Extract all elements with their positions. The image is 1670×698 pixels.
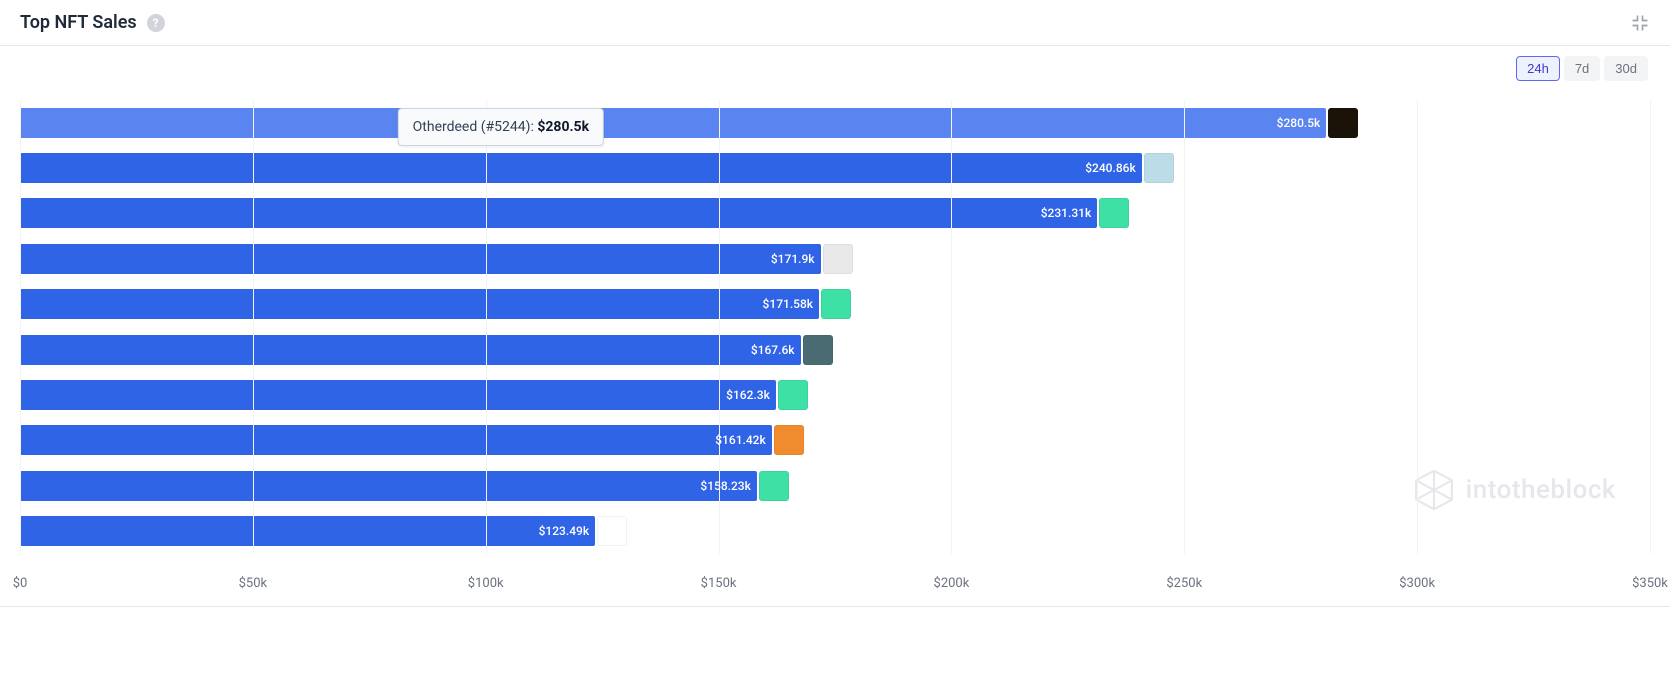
x-axis: $0$50k$100k$150k$200k$250k$300k$350k [20,576,1650,596]
x-axis-tick: $150k [701,576,737,591]
panel-header: Top NFT Sales ? [0,0,1670,46]
x-axis-tick: $200k [934,576,970,591]
bar-row: $161.42k [20,425,1650,455]
tooltip-prefix: Otherdeed (#5244): [413,119,538,135]
bar-value-label: $167.6k [751,343,801,357]
nft-thumbnail[interactable] [778,380,808,410]
bar-row: $280.5k [20,108,1650,138]
time-range-toggle: 24h 7d 30d [1516,56,1648,81]
bar-value-label: $171.58k [763,297,820,311]
bar-value-label: $280.5k [1277,116,1327,130]
nft-thumbnail[interactable] [1144,153,1174,183]
bar-chart: $280.5k $240.86k $231.31k $171.9k $171.58k $1… [20,100,1650,570]
x-axis-tick: $250k [1166,576,1202,591]
nft-thumbnail[interactable] [1328,108,1358,138]
x-axis-tick: $50k [239,576,268,591]
bar-row: $231.31k [20,198,1650,228]
help-icon[interactable]: ? [147,14,165,32]
bar-value-label: $123.49k [539,524,596,538]
nft-thumbnail[interactable] [823,244,853,274]
chart-bar[interactable]: $162.3k [20,380,776,410]
nft-sales-panel: Top NFT Sales ? 24h 7d 30d $280.5k $240.8… [0,0,1670,607]
time-btn-24h[interactable]: 24h [1516,56,1560,81]
chart-bar[interactable]: $231.31k [20,198,1097,228]
x-axis-tick: $350k [1632,576,1668,591]
nft-thumbnail[interactable] [803,335,833,365]
bar-value-label: $162.3k [726,388,776,402]
panel-title-wrap: Top NFT Sales ? [20,12,165,33]
chart-area: 24h 7d 30d $280.5k $240.86k $231.31k $171.9… [0,46,1670,606]
nft-thumbnail[interactable] [597,516,627,546]
bar-row: $171.58k [20,289,1650,319]
bar-container: $280.5k $240.86k $231.31k $171.9k $171.58k $1… [20,100,1650,554]
x-axis-tick: $300k [1399,576,1435,591]
bar-value-label: $161.42k [715,433,772,447]
collapse-icon[interactable] [1630,13,1650,33]
chart-bar[interactable]: $171.9k [20,244,821,274]
time-btn-30d[interactable]: 30d [1604,56,1648,81]
x-axis-tick: $100k [468,576,504,591]
nft-thumbnail[interactable] [774,425,804,455]
bar-row: $123.49k [20,516,1650,546]
nft-thumbnail[interactable] [821,289,851,319]
bar-row: $167.6k [20,335,1650,365]
chart-bar[interactable]: $167.6k [20,335,801,365]
nft-thumbnail[interactable] [759,471,789,501]
chart-tooltip: Otherdeed (#5244): $280.5k [398,108,604,146]
chart-bar[interactable]: $171.58k [20,289,819,319]
chart-bar[interactable]: $158.23k [20,471,757,501]
chart-bar[interactable]: $161.42k [20,425,772,455]
page-title: Top NFT Sales [20,12,137,33]
tooltip-value: $280.5k [537,119,589,135]
nft-thumbnail[interactable] [1099,198,1129,228]
x-axis-tick: $0 [13,576,28,591]
bar-value-label: $158.23k [700,479,757,493]
bar-row: $171.9k [20,244,1650,274]
chart-bar[interactable]: $123.49k [20,516,595,546]
bar-row: $158.23k [20,471,1650,501]
time-btn-7d[interactable]: 7d [1564,56,1600,81]
bar-value-label: $231.31k [1041,206,1098,220]
chart-bar[interactable]: $240.86k [20,153,1142,183]
bar-value-label: $171.9k [771,252,821,266]
chart-bar[interactable]: $280.5k [20,108,1326,138]
bar-row: $162.3k [20,380,1650,410]
bar-row: $240.86k [20,153,1650,183]
bar-value-label: $240.86k [1085,161,1142,175]
